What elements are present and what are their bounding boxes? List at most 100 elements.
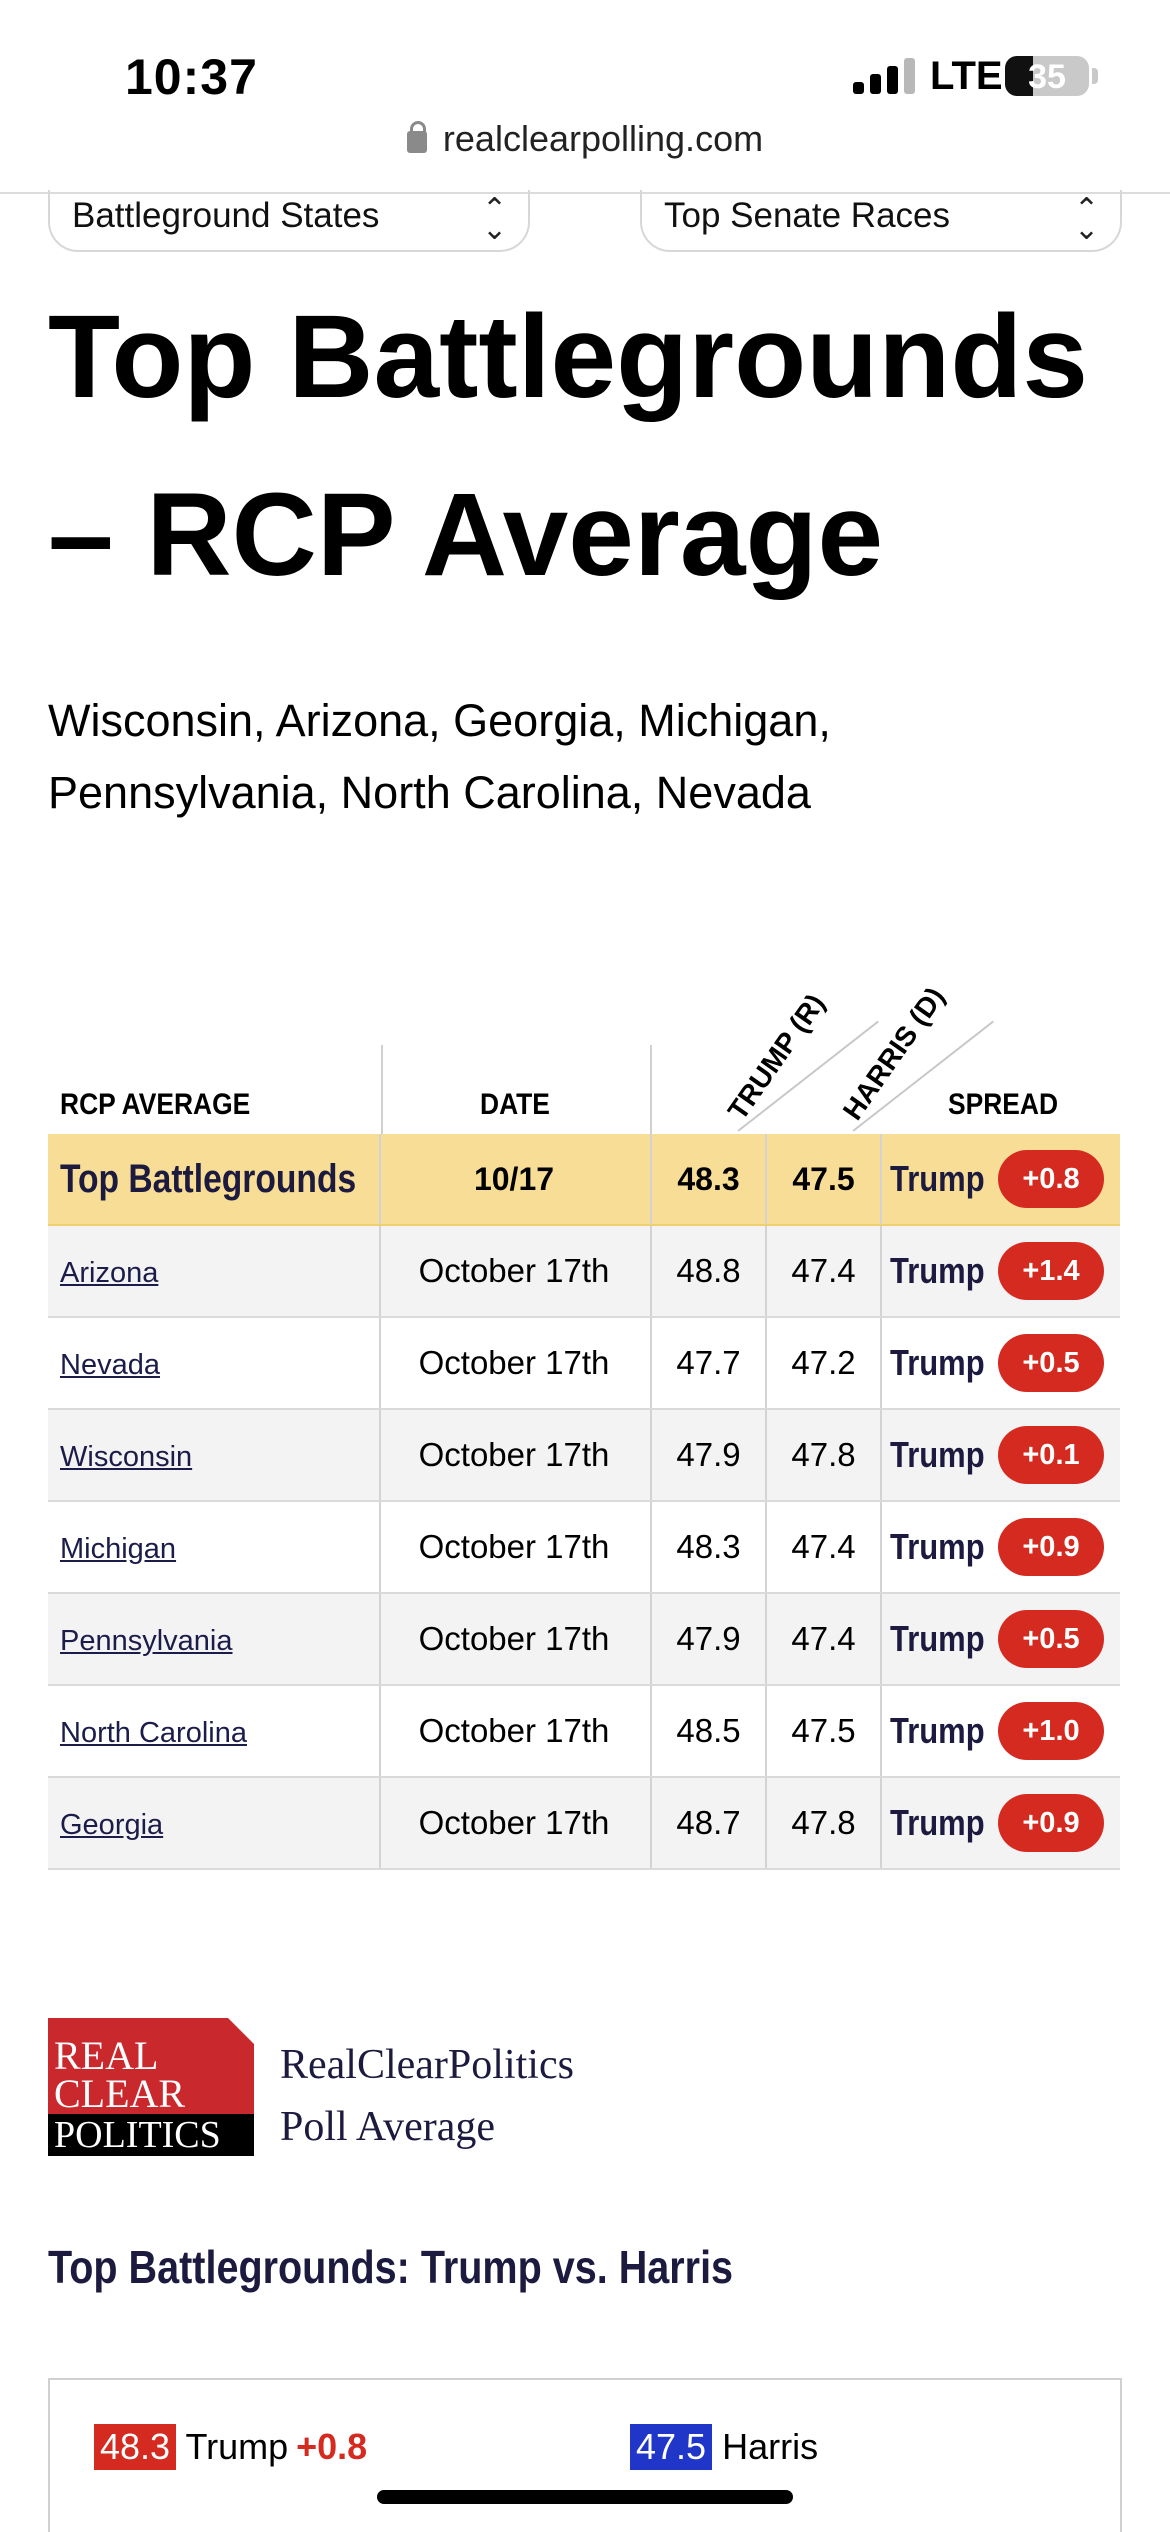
state-link[interactable]: Wisconsin — [60, 1441, 193, 1473]
harris-cell: 47.4 — [791, 1528, 856, 1565]
state-link[interactable]: Pennsylvania — [60, 1625, 233, 1657]
trump-result: 48.3 Trump +0.8 — [94, 2424, 367, 2470]
status-bar: 10:37 LTE 35 — [0, 0, 1170, 130]
trump-cell: 47.9 — [676, 1620, 741, 1657]
trump-cell: 47.7 — [676, 1344, 741, 1381]
spread-cell: Trump +0.9 — [882, 1778, 1120, 1868]
average-harris: 47.5 — [792, 1161, 855, 1197]
rcp-label-line-1: RealClearPolitics — [280, 2042, 574, 2088]
spread-leader: Trump — [890, 1526, 985, 1567]
table-row: Michigan October 17th 48.3 47.4 Trump +0.9 — [48, 1502, 1120, 1594]
header-trump: TRUMP (R) — [721, 988, 831, 1126]
table-row: Pennsylvania October 17th 47.9 47.4 Trump +0.… — [48, 1594, 1120, 1686]
network-type: LTE — [930, 54, 1003, 98]
trump-name: Trump — [185, 2426, 289, 2467]
state-name-cell: Pennsylvania — [60, 1594, 375, 1684]
race-select[interactable]: Top Senate Races ⌃ ⌄ — [640, 190, 1122, 252]
table-row: Arizona October 17th 48.8 47.4 Trump +1.4 — [48, 1226, 1120, 1318]
spread-cell: Trump +0.1 — [882, 1410, 1120, 1500]
harris-result: 47.5 Harris — [630, 2424, 818, 2470]
date-cell: October 17th — [418, 1620, 610, 1657]
harris-cell: 47.8 — [791, 1804, 856, 1841]
harris-cell: 47.8 — [791, 1436, 856, 1473]
average-row: Top Battlegrounds 10/17 48.3 47.5 Trump … — [48, 1134, 1120, 1226]
average-date: 10/17 — [473, 1161, 555, 1197]
spread-leader: Trump — [890, 1434, 985, 1475]
state-name-cell: Michigan — [60, 1502, 375, 1592]
trump-cell: 48.7 — [676, 1804, 741, 1841]
logo-line-3: POLITICS — [48, 2114, 254, 2156]
trump-value: 48.3 — [94, 2424, 177, 2470]
header-rcp-average: RCP AVERAGE — [60, 1088, 251, 1121]
spread-leader: Trump — [890, 1710, 985, 1751]
chevron-up-down-icon: ⌃ ⌄ — [482, 193, 508, 246]
lock-icon — [406, 121, 427, 153]
date-cell: October 17th — [418, 1344, 610, 1381]
harris-cell: 47.4 — [791, 1620, 856, 1657]
state-link[interactable]: Arizona — [60, 1257, 159, 1289]
spread-badge: +0.9 — [998, 1518, 1104, 1576]
signal-icon — [853, 58, 917, 94]
state-link[interactable]: Georgia — [60, 1809, 164, 1841]
state-link[interactable]: Nevada — [60, 1349, 160, 1381]
page-subtitle: Wisconsin, Arizona, Georgia, Michigan, P… — [48, 695, 831, 818]
date-cell: October 17th — [418, 1252, 610, 1289]
spread-cell: Trump +0.5 — [882, 1594, 1120, 1684]
spread-badge: +0.8 — [998, 1150, 1104, 1208]
battery-level: 35 — [1028, 58, 1066, 96]
spread-cell: Trump +0.9 — [882, 1502, 1120, 1592]
battery-nub — [1092, 68, 1098, 84]
harris-value: 47.5 — [630, 2424, 713, 2470]
spread-leader: Trump — [890, 1342, 985, 1383]
chevron-up-down-icon: ⌃ ⌄ — [1074, 193, 1100, 246]
header-harris: HARRIS (D) — [836, 981, 951, 1126]
spread-leader: Trump — [890, 1618, 985, 1659]
rcp-label-line-2: Poll Average — [280, 2104, 496, 2150]
logo-line-2: CLEAR — [54, 2071, 186, 2116]
average-spread: Trump +0.8 — [882, 1134, 1120, 1224]
trump-cell: 47.9 — [676, 1436, 741, 1473]
state-name-cell: Arizona — [60, 1226, 375, 1316]
race-select-value: Top Senate Races — [664, 196, 951, 235]
address-bar[interactable]: realclearpolling.com — [0, 118, 1170, 192]
spread-badge: +1.0 — [998, 1702, 1104, 1760]
logo-line-1: REAL — [54, 2033, 159, 2078]
state-link[interactable]: Michigan — [60, 1533, 177, 1565]
table-header: RCP AVERAGE DATE TRUMP (R) HARRIS (D) SP… — [48, 981, 1120, 1134]
trump-margin: +0.8 — [296, 2426, 368, 2467]
header-spread: SPREAD — [948, 1088, 1059, 1121]
state-group-select-value: Battleground States — [72, 196, 380, 235]
spread-cell: Trump +1.4 — [882, 1226, 1120, 1316]
results-box: 48.3 Trump +0.8 47.5 Harris — [48, 2378, 1122, 2532]
state-name-cell: Wisconsin — [60, 1410, 375, 1500]
date-cell: October 17th — [418, 1528, 610, 1565]
poll-table: RCP AVERAGE DATE TRUMP (R) HARRIS (D) SP… — [48, 981, 1120, 1870]
spread-badge: +0.9 — [998, 1794, 1104, 1852]
state-link[interactable]: North Carolina — [60, 1717, 247, 1749]
spread-badge: +0.5 — [998, 1334, 1104, 1392]
table-row: Georgia October 17th 48.7 47.8 Trump +0.9 — [48, 1778, 1120, 1870]
average-name: Top Battlegrounds — [60, 1157, 357, 1201]
trump-cell: 48.8 — [676, 1252, 741, 1289]
harris-cell: 47.4 — [791, 1252, 856, 1289]
address-bar-divider — [0, 192, 1170, 194]
table-row: North Carolina October 17th 48.5 47.5 Trump +… — [48, 1686, 1120, 1778]
spread-cell: Trump +0.5 — [882, 1318, 1120, 1408]
spread-badge: +0.5 — [998, 1610, 1104, 1668]
header-date: DATE — [480, 1088, 550, 1121]
state-group-select[interactable]: Battleground States ⌃ ⌄ — [48, 190, 530, 252]
state-name-cell: Georgia — [60, 1778, 375, 1868]
clock: 10:37 — [125, 49, 258, 105]
spread-leader: Trump — [890, 1158, 985, 1199]
page-title: Top Battlegrounds – RCP Average — [48, 291, 1089, 601]
url-text: realclearpolling.com — [442, 118, 764, 159]
date-cell: October 17th — [418, 1436, 610, 1473]
spread-leader: Trump — [890, 1802, 985, 1843]
state-name-cell: Nevada — [60, 1318, 375, 1408]
average-trump: 48.3 — [677, 1161, 740, 1197]
spread-leader: Trump — [890, 1250, 985, 1291]
harris-cell: 47.5 — [791, 1712, 856, 1749]
home-indicator[interactable] — [377, 2490, 793, 2504]
state-name-cell: North Carolina — [60, 1686, 375, 1776]
battery-icon: 35 — [1005, 56, 1089, 96]
